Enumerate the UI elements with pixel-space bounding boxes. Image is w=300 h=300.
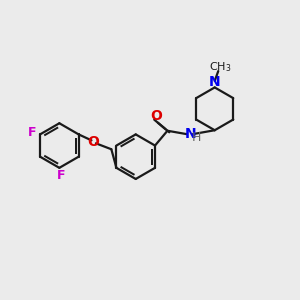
Text: F: F [28, 125, 36, 139]
Text: CH$_3$: CH$_3$ [208, 60, 231, 74]
Text: F: F [57, 169, 65, 182]
Text: N: N [209, 75, 220, 89]
Text: O: O [150, 110, 162, 123]
Text: H: H [192, 130, 201, 144]
Text: N: N [184, 127, 196, 140]
Text: O: O [87, 135, 99, 149]
